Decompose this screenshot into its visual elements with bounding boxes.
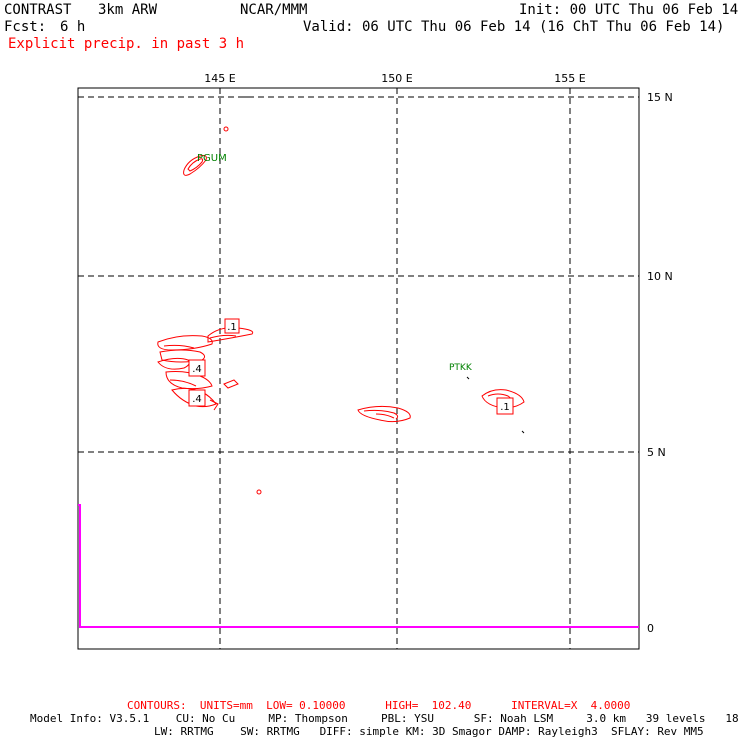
model-info-line-2: LW: RRTMG SW: RRTMG DIFF: simple KM: 3D … [154,725,704,738]
contour-cell [481,389,525,409]
graticule [78,88,639,649]
contour-label: .1 [227,322,237,333]
contour-cell [171,387,217,408]
model-name: CONTRAST [4,2,72,18]
lat-label-10n: 10 N [647,270,673,283]
contour-cell [207,327,254,343]
contour-cell [256,489,262,495]
map-frame [77,87,640,650]
init-time: Init: 00 UTC Thu 06 Feb 14 [519,2,739,18]
contour-cell [223,126,229,132]
contour-cell [157,335,213,351]
lat-label-5n: 5 N [647,446,666,459]
contour-cell [357,405,411,423]
contour-label: .1 [500,402,510,413]
contour-cell [223,379,239,389]
contour-cell [187,158,204,172]
model-info-line-1: Model Info: V3.5.1 CU: No Cu MP: Thompso… [30,712,740,725]
contour-label-box: .4 [188,389,206,407]
station-label-ptkk: PTKK [449,363,473,373]
forecast-hours: 6 h [60,19,86,35]
contour-label: .4 [192,364,202,375]
field-title: Explicit precip. in past 3 h [8,36,245,52]
right-axis-zero: 0 [647,622,654,635]
model-resolution: 3km ARW [98,2,158,18]
contour-info: CONTOURS: UNITS=mm LOW= 0.10000 HIGH= 10… [127,699,631,712]
lon-label-155e: 155 E [554,72,585,85]
contour-label: .4 [192,394,202,405]
lon-label-145e: 145 E [204,72,235,85]
coastlines [244,96,525,434]
contour-cell [183,155,207,176]
contour-label-box: .4 [188,359,206,377]
precip-contours [157,126,525,495]
lon-label-150e: 150 E [381,72,412,85]
station-label-pgum: PGUM [197,153,227,164]
forecast-label: Fcst: [4,19,47,35]
valid-time: Valid: 06 UTC Thu 06 Feb 14 (16 ChT Thu … [303,19,725,35]
contour-label-box: .1 [224,318,240,334]
magenta-profile-line [78,504,639,628]
lat-label-15n: 15 N [647,91,673,104]
contour-label-box: .1 [496,397,514,415]
organization: NCAR/MMM [240,2,308,18]
